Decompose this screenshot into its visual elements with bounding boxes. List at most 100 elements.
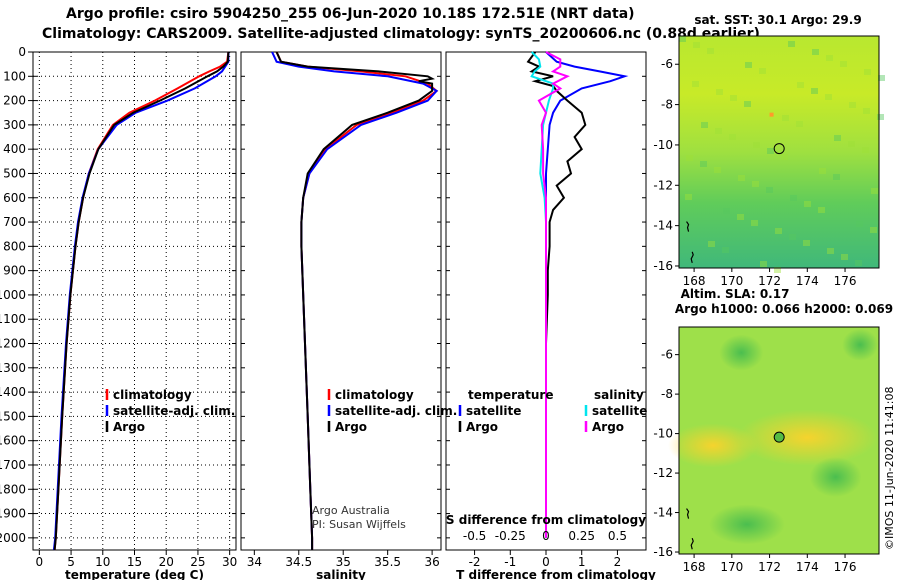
- sst-pixel: [775, 228, 782, 234]
- map-xtick-label: 172: [758, 274, 781, 288]
- sst-pixel: [737, 214, 744, 220]
- legend-label: satellite: [466, 404, 521, 418]
- coastline: [686, 508, 690, 519]
- map-xtick-label: 176: [834, 560, 857, 574]
- difference-xtick-label: -1: [504, 555, 516, 569]
- map-frame: [678, 35, 880, 269]
- legend-label: satellite: [592, 404, 647, 418]
- sst-pixel: [855, 260, 862, 266]
- sst-pixel: [856, 221, 863, 227]
- difference-xtick-label: 0: [542, 555, 550, 569]
- salinity-series-0: [275, 51, 439, 550]
- map-xtick-label: 174: [796, 274, 819, 288]
- difference-top-tick: 0: [542, 529, 550, 543]
- temperature-xtick-label: 20: [159, 555, 174, 569]
- map-ytick-label: -10: [653, 427, 673, 441]
- sst-pixel: [840, 61, 847, 67]
- temperature-series-2: [53, 51, 230, 551]
- salinity-xtick-label: 35.5: [374, 555, 401, 569]
- sst-pixel: [826, 55, 833, 61]
- depth-tick-label: 700: [3, 215, 26, 229]
- sst-map: 168 170 172 174 176 -6 -8 -10 -12 -14 -16: [653, 35, 885, 288]
- map-xtick-label: 176: [834, 274, 857, 288]
- sla-map-title-2: Argo h1000: 0.066 h2000: 0.069: [675, 302, 893, 316]
- plots-layer: 0100200300400500600700800900100011001200…: [0, 45, 656, 580]
- depth-tick-label: 2000: [0, 531, 26, 545]
- sst-pixel: [723, 208, 730, 214]
- sst-pixel: [722, 247, 729, 253]
- sst-pixel: [877, 114, 884, 120]
- argo-position-marker: [773, 431, 785, 443]
- sst-warm-spot: [769, 112, 774, 117]
- depth-tick-label: 1100: [0, 312, 26, 326]
- sst-pixel: [693, 42, 700, 48]
- sst-pixel: [788, 41, 795, 47]
- salinity-panel: 34 34.5 35 35.5 36 salinity: [240, 51, 442, 580]
- temperature-panel: 0 5 10 15 20 25 30 temperature (deg C): [32, 51, 237, 580]
- sst-pixel: [753, 142, 760, 148]
- depth-tick-label: 100: [3, 69, 26, 83]
- sst-pixel: [796, 121, 803, 127]
- argo-position-marker: [773, 143, 785, 155]
- sst-pixel: [774, 267, 781, 273]
- sst-pixel: [744, 101, 751, 107]
- sla-high-band: [737, 409, 878, 466]
- legend-label: satellite-adj. clim.: [335, 404, 457, 418]
- sst-pixel: [819, 168, 826, 174]
- sla-low-ne: [842, 328, 879, 361]
- temperature-xtick-label: 10: [95, 555, 110, 569]
- coastline: [690, 251, 694, 264]
- sst-pixel: [834, 135, 841, 141]
- salinity-xtick-label: 36: [424, 555, 439, 569]
- depth-tick-label: 1000: [0, 288, 26, 302]
- salinity-series-2: [275, 51, 436, 550]
- legend-title: salinity: [594, 388, 644, 402]
- map-xtick-label: 168: [683, 560, 706, 574]
- difference-xtick-label: -2: [469, 555, 481, 569]
- map-ytick-label: -16: [653, 545, 673, 559]
- sst-pixel: [745, 62, 752, 68]
- temperature-xtick-label: 0: [36, 555, 44, 569]
- temperature-xtick-label: 30: [222, 555, 237, 569]
- sla-low-east: [809, 457, 862, 498]
- map-ytick-label: -6: [661, 348, 673, 362]
- map-xtick-label: 174: [796, 560, 819, 574]
- map-xtick-label: 170: [720, 560, 743, 574]
- map-ytick-label: -6: [661, 57, 673, 71]
- sla-low-south: [708, 504, 785, 545]
- depth-tick-label: 600: [3, 191, 26, 205]
- depth-tick-label: 1600: [0, 434, 26, 448]
- depth-tick-label: 1800: [0, 482, 26, 496]
- sst-pixel: [848, 141, 855, 147]
- sst-pixel: [782, 115, 789, 121]
- depth-tick-label: 800: [3, 239, 26, 253]
- sla-high-west: [667, 423, 758, 468]
- sst-pixel: [751, 220, 758, 226]
- map-xtick-label: 170: [720, 274, 743, 288]
- temperature-xtick-label: 15: [127, 555, 142, 569]
- title-line-2: Climatology: CARS2009. Satellite-adjuste…: [42, 26, 760, 42]
- map-ytick-label: -12: [653, 466, 673, 480]
- legend-label: Argo: [592, 420, 624, 434]
- salinity-xtick-label: 35: [336, 555, 351, 569]
- sst-pixel: [730, 95, 737, 101]
- difference-series-1: [526, 51, 587, 538]
- sst-pixel: [692, 81, 699, 87]
- map-xtick-label: 172: [758, 560, 781, 574]
- difference-series-3: [537, 51, 570, 538]
- sst-field: [679, 36, 879, 268]
- coastline: [686, 221, 690, 232]
- salinity-xtick-label: 34: [247, 555, 262, 569]
- sst-pixel: [827, 248, 834, 254]
- difference-top-tick: -0.25: [495, 529, 526, 543]
- sst-pixel: [781, 154, 788, 160]
- difference-xtick-label: 1: [578, 555, 586, 569]
- sst-map-title: sat. SST: 30.1 Argo: 29.9: [694, 13, 861, 27]
- map-ytick-label: -8: [661, 98, 673, 112]
- sst-pixel: [767, 148, 774, 154]
- sst-pixel: [738, 175, 745, 181]
- difference-xlabel: T difference from climatology: [456, 568, 656, 580]
- sst-pixel: [700, 161, 707, 167]
- sst-pixel: [841, 254, 848, 260]
- depth-tick-label: 1900: [0, 507, 26, 521]
